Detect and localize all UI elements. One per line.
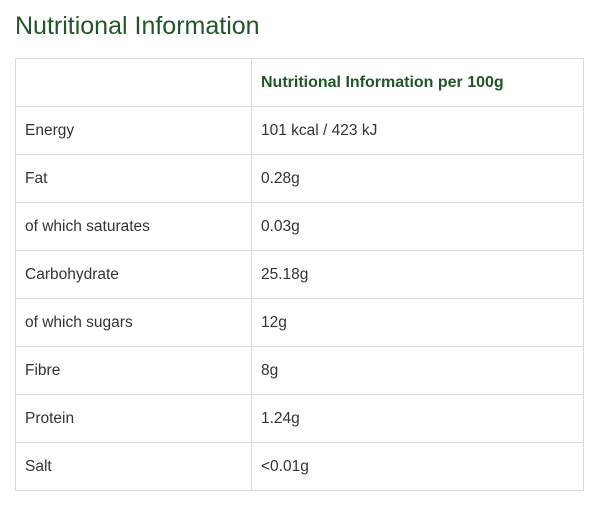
page-title: Nutritional Information [15, 12, 260, 40]
table-header-row: Nutritional Information per 100g [15, 58, 584, 107]
row-label-protein: Protein [15, 394, 252, 443]
row-label-sugars: of which sugars [15, 298, 252, 347]
table-row: of which saturates 0.03g [15, 202, 584, 251]
header-per-100g: Nutritional Information per 100g [251, 58, 584, 107]
table-row: Fibre 8g [15, 346, 584, 395]
row-value-protein: 1.24g [251, 394, 584, 443]
table-row: Fat 0.28g [15, 154, 584, 203]
row-label-salt: Salt [15, 442, 252, 491]
row-value-sugars: 12g [251, 298, 584, 347]
row-label-fibre: Fibre [15, 346, 252, 395]
row-value-energy: 101 kcal / 423 kJ [251, 106, 584, 155]
row-value-saturates: 0.03g [251, 202, 584, 251]
table-row: of which sugars 12g [15, 298, 584, 347]
nutrition-table-container: Nutritional Information per 100g Energy … [15, 58, 584, 491]
table-row: Protein 1.24g [15, 394, 584, 443]
row-value-fibre: 8g [251, 346, 584, 395]
row-label-saturates: of which saturates [15, 202, 252, 251]
row-value-carbohydrate: 25.18g [251, 250, 584, 299]
row-label-energy: Energy [15, 106, 252, 155]
header-blank-cell [15, 58, 252, 107]
table-row: Carbohydrate 25.18g [15, 250, 584, 299]
row-value-fat: 0.28g [251, 154, 584, 203]
row-label-carbohydrate: Carbohydrate [15, 250, 252, 299]
row-value-salt: <0.01g [251, 442, 584, 491]
row-label-fat: Fat [15, 154, 252, 203]
nutrition-table: Nutritional Information per 100g Energy … [15, 58, 584, 491]
table-row: Salt <0.01g [15, 442, 584, 491]
table-row: Energy 101 kcal / 423 kJ [15, 106, 584, 155]
